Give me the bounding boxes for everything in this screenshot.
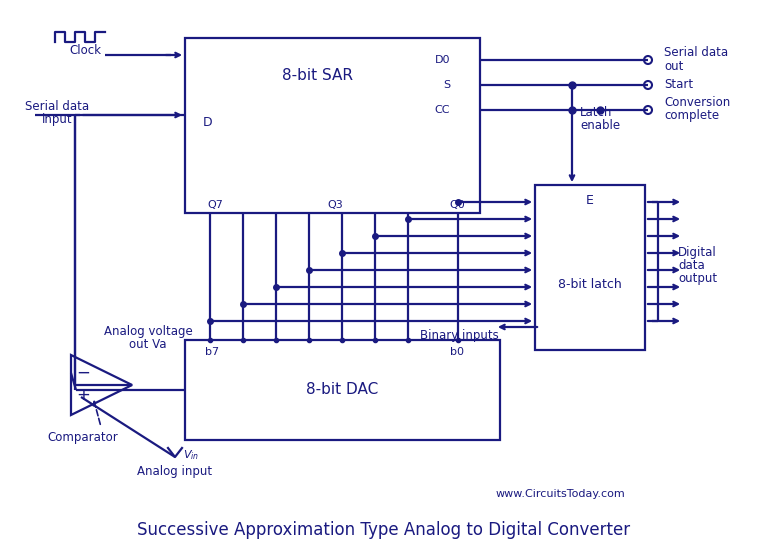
Text: Analog input: Analog input	[137, 464, 213, 478]
Bar	[535, 185, 645, 350]
Text: Q7: Q7	[207, 200, 223, 210]
Text: Conversion: Conversion	[664, 96, 730, 109]
Text: E: E	[586, 195, 594, 207]
Text: output: output	[678, 272, 717, 285]
Text: 8-bit DAC: 8-bit DAC	[306, 382, 379, 398]
Text: Binary inputs: Binary inputs	[420, 329, 498, 342]
Text: Q3: Q3	[327, 200, 343, 210]
Text: out Va: out Va	[129, 339, 167, 352]
Text: 8-bit latch: 8-bit latch	[558, 277, 622, 290]
Text: Q0: Q0	[449, 200, 465, 210]
Text: +: +	[76, 386, 90, 404]
Text: 8-bit SAR: 8-bit SAR	[283, 68, 353, 84]
Text: Serial data: Serial data	[25, 101, 89, 113]
Text: complete: complete	[664, 109, 719, 123]
Text: −: −	[76, 364, 90, 382]
Text: Latch: Latch	[580, 106, 612, 119]
Text: Digital: Digital	[678, 246, 717, 259]
Text: Successive Approximation Type Analog to Digital Converter: Successive Approximation Type Analog to …	[137, 521, 631, 539]
Bar	[185, 340, 500, 440]
Text: out: out	[664, 60, 684, 73]
Text: S: S	[443, 80, 450, 90]
Text: b7: b7	[205, 347, 219, 357]
Text: Clock: Clock	[69, 44, 101, 56]
Text: D0: D0	[435, 55, 450, 65]
Text: D: D	[203, 117, 213, 130]
Text: Comparator: Comparator	[48, 430, 118, 444]
Text: Start: Start	[664, 79, 694, 91]
Text: enable: enable	[580, 119, 620, 132]
Text: input: input	[41, 113, 72, 126]
Bar	[185, 38, 480, 213]
Text: $V_{in}$: $V_{in}$	[183, 448, 199, 462]
Text: b0: b0	[450, 347, 464, 357]
Text: www.CircuitsToday.com: www.CircuitsToday.com	[495, 489, 625, 499]
Text: CC: CC	[435, 105, 450, 115]
Text: Serial data: Serial data	[664, 46, 728, 60]
Text: data: data	[678, 259, 705, 272]
Text: Analog voltage: Analog voltage	[104, 325, 192, 339]
